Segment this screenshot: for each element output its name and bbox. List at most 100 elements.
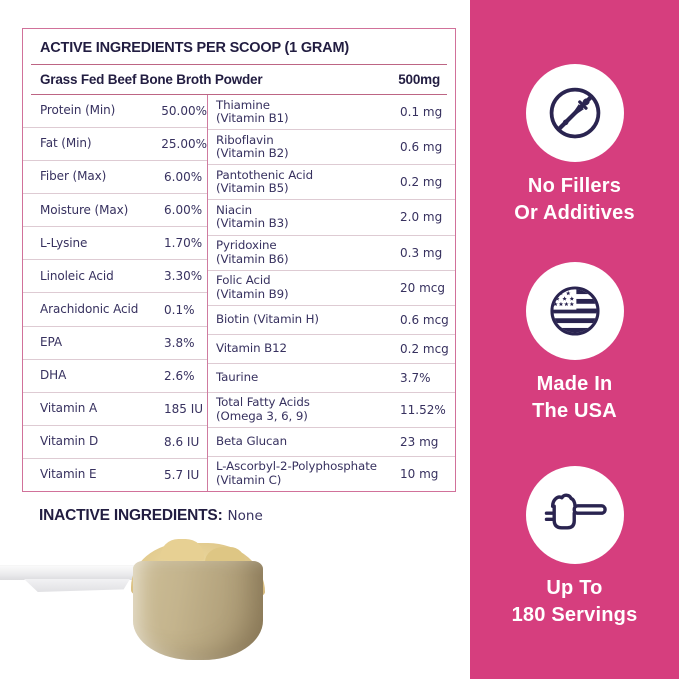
subheader-value: 500mg <box>398 72 440 87</box>
feature-label: Made In The USA <box>532 373 617 422</box>
ingredient-value: 2.0 mg <box>400 210 443 225</box>
table-row: Vitamin B12 0.2 mcg <box>208 335 455 364</box>
ingredient-value: 20 mcg <box>400 280 445 295</box>
scoop-handle-ridge <box>24 579 130 592</box>
ingredient-name: Thiamine (Vitamin B1) <box>216 97 289 126</box>
ingredient-name: Folic Acid (Vitamin B9) <box>216 273 289 301</box>
table-row: Niacin (Vitamin B3) 2.0 mg <box>208 200 455 236</box>
ingredient-value: 5.7 IU <box>164 467 200 482</box>
ingredient-value: 6.00% <box>164 170 203 185</box>
divider <box>31 94 447 95</box>
table-subheader-row: Grass Fed Beef Bone Broth Powder 500mg <box>23 65 455 94</box>
ingredient-name: L-Ascorbyl-2-Polyphosphate (Vitamin C) <box>216 459 377 487</box>
inactive-ingredients: INACTIVE INGREDIENTS: None <box>39 505 263 525</box>
table-column-left: Protein (Min) 50.00% Fat (Min) 25.00% Fibe… <box>23 95 207 491</box>
ingredient-name: Moisture (Max) <box>40 202 129 217</box>
table-title: ACTIVE INGREDIENTS PER SCOOP (1 GRAM) <box>40 40 349 56</box>
table-row: Vitamin D 8.6 IU <box>23 426 207 459</box>
ingredient-value: 3.8% <box>164 335 195 350</box>
ingredient-value: 0.2 mcg <box>400 341 449 356</box>
icon-circle <box>525 64 624 162</box>
ingredient-value: 0.3 mg <box>400 245 443 260</box>
table-row: Riboflavin (Vitamin B2) 0.6 mg <box>208 130 455 166</box>
active-ingredients-table: ACTIVE INGREDIENTS PER SCOOP (1 GRAM) Gr… <box>22 28 456 492</box>
table-row: Pyridoxine (Vitamin B6) 0.3 mg <box>208 236 455 271</box>
powder-bump <box>205 547 245 565</box>
table-row: Vitamin A 185 IU <box>23 393 207 426</box>
ingredient-value: 1.70% <box>164 236 203 251</box>
ingredient-value: 8.6 IU <box>164 434 200 449</box>
ingredient-value: 10 mg <box>400 466 439 481</box>
table-row: Thiamine (Vitamin B1) 0.1 mg <box>208 95 455 131</box>
ingredient-value: 23 mg <box>400 434 439 449</box>
usa-flag-icon <box>549 286 600 336</box>
table-row: Biotin (Vitamin H) 0.6 mcg <box>208 306 455 335</box>
ingredient-name: Pantothenic Acid (Vitamin B5) <box>216 167 313 196</box>
divider <box>31 64 447 65</box>
ingredient-name: Vitamin A <box>40 400 98 415</box>
ingredient-name: Pyridoxine (Vitamin B6) <box>216 238 289 266</box>
table-row: L-Lysine 1.70% <box>23 227 207 261</box>
scoop-cup <box>133 561 263 660</box>
ingredient-value: 6.00% <box>164 203 203 218</box>
table-row: DHA 2.6% <box>23 360 207 393</box>
ingredient-name: Vitamin B12 <box>216 341 287 356</box>
table-row: EPA 3.8% <box>23 327 207 360</box>
inactive-ingredients-value: None <box>227 508 263 524</box>
inactive-ingredients-label: INACTIVE INGREDIENTS: <box>39 507 223 524</box>
ingredient-name: Arachidonic Acid <box>40 301 139 316</box>
feature-no-fillers: No Fillers Or Additives <box>470 64 679 227</box>
icon-circle <box>525 262 624 360</box>
ingredient-name: DHA <box>40 367 67 382</box>
feature-label: No Fillers Or Additives <box>514 175 635 224</box>
ingredient-value: 0.2 mg <box>400 175 443 190</box>
feature-label: Up To 180 Servings <box>511 577 638 626</box>
feature-panel: No Fillers Or Additives <box>470 0 679 679</box>
ingredient-name: Total Fatty Acids (Omega 3, 6, 9) <box>216 395 310 423</box>
ingredient-name: Vitamin D <box>40 434 99 449</box>
ingredient-value: 11.52% <box>400 402 446 417</box>
ingredient-name: Linoleic Acid <box>40 268 114 283</box>
table-column-right: Thiamine (Vitamin B1) 0.1 mg Riboflavin (… <box>207 95 455 491</box>
table-row: Protein (Min) 50.00% <box>23 95 207 129</box>
feature-made-in-usa: Made In The USA <box>470 262 679 425</box>
powder-bump <box>160 539 204 561</box>
ingredient-name: Biotin (Vitamin H) <box>216 312 319 327</box>
ingredient-name: Niacin (Vitamin B3) <box>216 202 289 231</box>
table-row: Vitamin E 5.7 IU <box>23 459 207 491</box>
ingredient-name: Riboflavin (Vitamin B2) <box>216 132 289 161</box>
scoop-photo <box>0 539 272 679</box>
table-row: Fiber (Max) 6.00% <box>23 161 207 195</box>
ingredient-value: 50.00% <box>161 104 207 119</box>
ingredient-name: EPA <box>40 334 62 349</box>
ingredient-name: Fat (Min) <box>40 136 92 151</box>
icon-circle <box>525 466 624 564</box>
table-columns: Protein (Min) 50.00% Fat (Min) 25.00% Fibe… <box>23 95 455 491</box>
ingredient-value: 185 IU <box>164 401 204 416</box>
table-row: Beta Glucan 23 mg <box>208 428 455 457</box>
table-row: Total Fatty Acids (Omega 3, 6, 9) 11.52% <box>208 393 455 428</box>
ingredient-value: 0.6 mcg <box>400 312 449 327</box>
ingredient-value: 0.6 mg <box>400 140 443 155</box>
ingredient-name: Vitamin E <box>40 467 97 482</box>
table-row: Pantothenic Acid (Vitamin B5) 0.2 mg <box>208 165 455 201</box>
scoop-handle <box>0 565 140 580</box>
subheader-name: Grass Fed Beef Bone Broth Powder <box>40 72 263 87</box>
ingredient-value: 3.7% <box>400 370 431 385</box>
ingredient-value: 2.6% <box>164 368 195 383</box>
scoop-icon <box>544 493 607 530</box>
table-row: Taurine 3.7% <box>208 364 455 393</box>
ingredient-value: 0.1 mg <box>400 105 443 120</box>
table-row: Moisture (Max) 6.00% <box>23 194 207 228</box>
table-row: Arachidonic Acid 0.1% <box>23 293 207 327</box>
ingredient-value: 25.00% <box>161 137 207 152</box>
ingredient-name: L-Lysine <box>40 235 88 250</box>
feature-servings: Up To 180 Servings <box>470 466 679 629</box>
ingredient-name: Fiber (Max) <box>40 169 107 184</box>
table-row: Folic Acid (Vitamin B9) 20 mcg <box>208 271 455 306</box>
table-row: Fat (Min) 25.00% <box>23 128 207 162</box>
table-row: L-Ascorbyl-2-Polyphosphate (Vitamin C) 10… <box>208 457 455 491</box>
ingredient-value: 3.30% <box>164 269 203 284</box>
ingredient-name: Taurine <box>216 370 259 385</box>
